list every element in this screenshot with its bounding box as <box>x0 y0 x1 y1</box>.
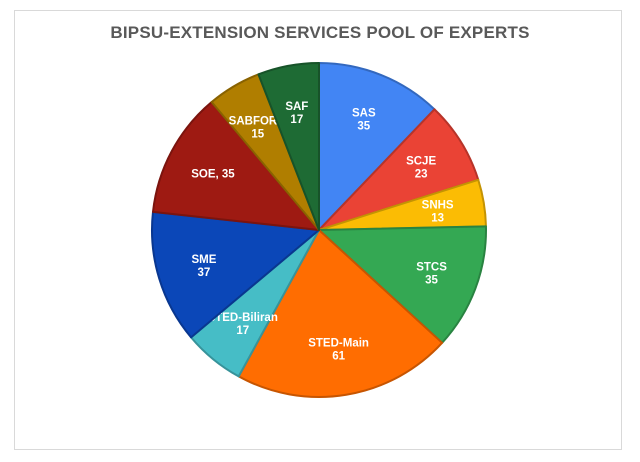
pie-slice-saf <box>257 62 320 231</box>
slice-label-sabform: SABFORM 15 <box>229 116 287 141</box>
slice-label-scje: SCJE 23 <box>406 156 436 181</box>
pie-slice-stcs <box>318 225 487 344</box>
pie-slice-sme <box>151 210 320 339</box>
slice-label-stcs: STCS 35 <box>416 261 447 286</box>
pie-slice-sas <box>318 62 436 231</box>
slice-label-snhs: SNHS 13 <box>422 199 454 224</box>
slice-label-sme: SME 37 <box>191 254 216 279</box>
pie-slice-soe <box>151 101 320 231</box>
slice-label-sted-biliran: STED-Biliran 17 <box>208 312 278 337</box>
pie-slice-sted-main <box>237 229 444 398</box>
slice-label-soe: SOE, 35 <box>191 168 235 180</box>
chart-title: BIPSU-EXTENSION SERVICES POOL OF EXPERTS <box>110 23 530 42</box>
slice-label-sas: SAS 35 <box>352 107 376 132</box>
slice-label-sted-main: STED-Main 61 <box>308 338 369 363</box>
slice-label-saf: SAF 17 <box>285 101 308 126</box>
